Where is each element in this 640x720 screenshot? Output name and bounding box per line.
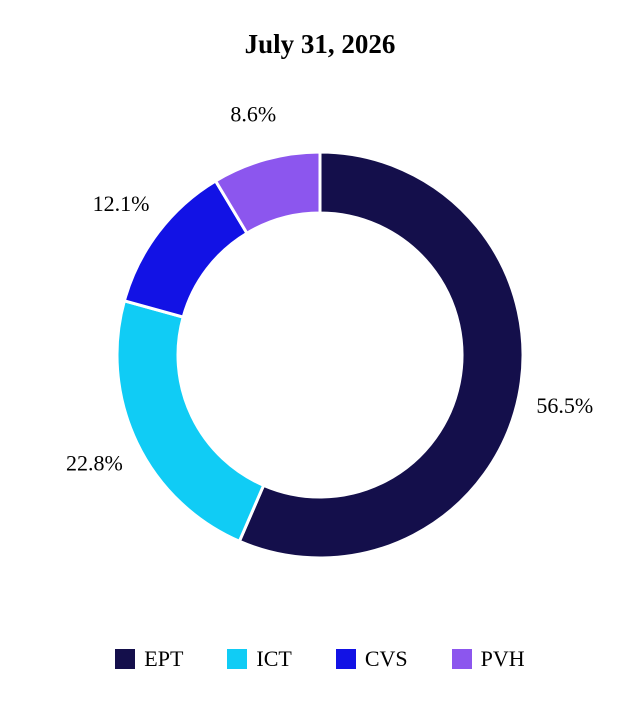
- legend-item-pvh: PVH: [451, 644, 525, 674]
- legend-swatch-pvh: [451, 649, 472, 669]
- donut-slice-ept: [237, 150, 525, 560]
- legend-label-pvh: PVH: [480, 646, 525, 671]
- legend-swatch-ict: [227, 649, 248, 669]
- legend-item-ict: ICT: [227, 644, 292, 674]
- chart-title: July 31, 2026: [244, 29, 396, 59]
- donut-slice-pvh: [213, 150, 322, 236]
- legend-label-cvs: CVS: [364, 646, 408, 671]
- slice-label-pvh: 8.6%: [230, 102, 276, 127]
- donut-slice-ict: [115, 298, 266, 544]
- legend-label-ept: EPT: [144, 646, 184, 671]
- legend-item-ept: EPT: [115, 644, 183, 674]
- legend-swatch-cvs: [335, 649, 356, 669]
- legend-item-cvs: CVS: [335, 644, 408, 674]
- legend-swatch-ept: [115, 649, 136, 669]
- legend-label-ict: ICT: [256, 646, 292, 671]
- slice-label-cvs: 12.1%: [93, 191, 150, 216]
- slice-label-ept: 56.5%: [536, 393, 593, 418]
- legend: EPT ICT CVS PVH: [0, 644, 640, 674]
- slice-label-ict: 22.8%: [66, 450, 123, 475]
